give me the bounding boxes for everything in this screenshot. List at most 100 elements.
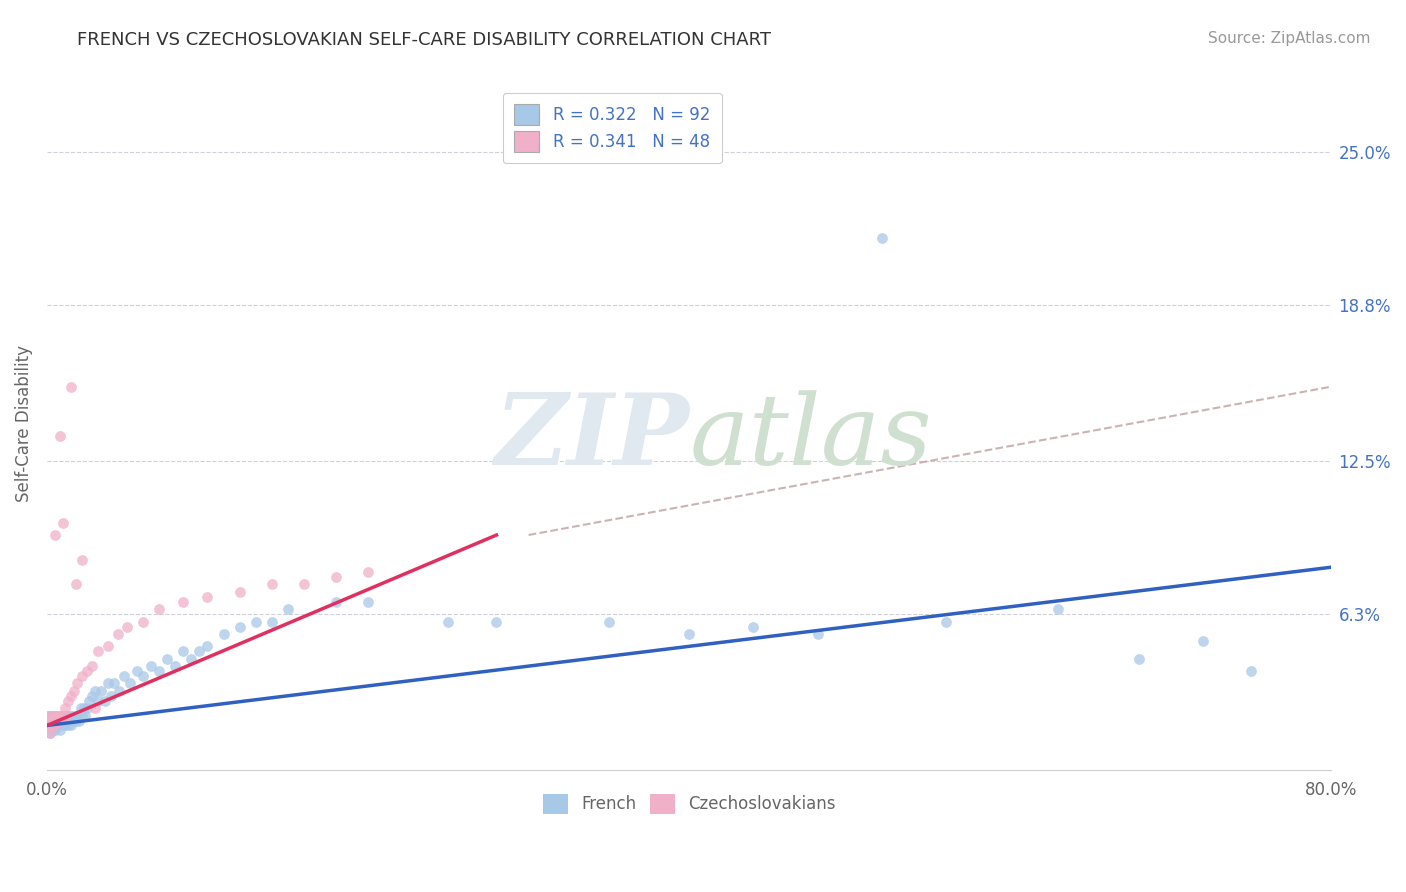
Point [59,379,82,393]
Point [678,627,700,641]
Point [41,714,63,728]
Point [53,714,76,728]
Point [132,615,155,629]
Text: FRENCH VS CZECHOSLOVAKIAN SELF-CARE DISABILITY CORRELATION CHART: FRENCH VS CZECHOSLOVAKIAN SELF-CARE DISA… [77,31,772,49]
Point [69,701,91,715]
Point [87,694,110,708]
Point [45,714,67,728]
Point [437,615,460,629]
Point [48,708,70,723]
Point [42,708,65,723]
Point [52,714,75,728]
Point [115,619,138,633]
Point [58,714,80,728]
Point [39,714,62,728]
Point [41,708,63,723]
Point [39,714,62,728]
Point [41,723,63,738]
Point [277,602,299,616]
Point [870,231,893,245]
Point [52,516,75,530]
Text: Source: ZipAtlas.com: Source: ZipAtlas.com [1208,31,1371,46]
Point [125,664,148,678]
Point [93,694,115,708]
Point [197,590,219,604]
Point [108,683,131,698]
Point [44,528,66,542]
Point [132,669,155,683]
Point [37,718,59,732]
Point [51,714,73,728]
Point [65,714,87,728]
Point [107,627,129,641]
Point [39,708,62,723]
Point [53,718,76,732]
Point [228,585,250,599]
Point [97,640,120,654]
Point [51,714,73,728]
Point [52,708,75,723]
Point [97,676,120,690]
Point [48,708,70,723]
Point [156,651,179,665]
Point [37,714,59,728]
Point [84,683,107,698]
Y-axis label: Self-Care Disability: Self-Care Disability [15,345,32,502]
Point [56,694,79,708]
Point [37,708,59,723]
Point [1047,602,1070,616]
Point [44,708,66,723]
Point [41,718,63,732]
Point [90,683,112,698]
Point [42,718,65,732]
Point [120,676,142,690]
Point [46,714,69,728]
Point [56,714,79,728]
Point [42,714,65,728]
Point [292,577,315,591]
Point [70,669,93,683]
Point [39,726,62,740]
Point [46,718,69,732]
Point [59,718,82,732]
Point [598,615,620,629]
Point [44,718,66,732]
Point [37,718,59,732]
Point [325,570,347,584]
Point [165,659,187,673]
Point [58,708,80,723]
Point [45,718,67,732]
Point [48,429,70,443]
Point [59,708,82,723]
Point [1240,664,1263,678]
Point [55,714,77,728]
Text: ZIP: ZIP [494,389,689,486]
Point [44,718,66,732]
Legend: French, Czechoslovakians: French, Czechoslovakians [533,784,845,824]
Point [73,701,96,715]
Point [39,718,62,732]
Point [39,718,62,732]
Point [41,718,63,732]
Point [485,615,508,629]
Point [148,602,170,616]
Point [44,723,66,738]
Point [63,683,86,698]
Point [100,689,122,703]
Point [44,714,66,728]
Point [41,708,63,723]
Point [103,676,125,690]
Text: atlas: atlas [689,390,932,485]
Point [37,708,59,723]
Point [228,619,250,633]
Point [935,615,957,629]
Point [357,595,380,609]
Point [55,708,77,723]
Point [212,627,235,641]
Point [37,714,59,728]
Point [46,714,69,728]
Point [197,640,219,654]
Point [75,708,97,723]
Point [52,708,75,723]
Point [66,676,89,690]
